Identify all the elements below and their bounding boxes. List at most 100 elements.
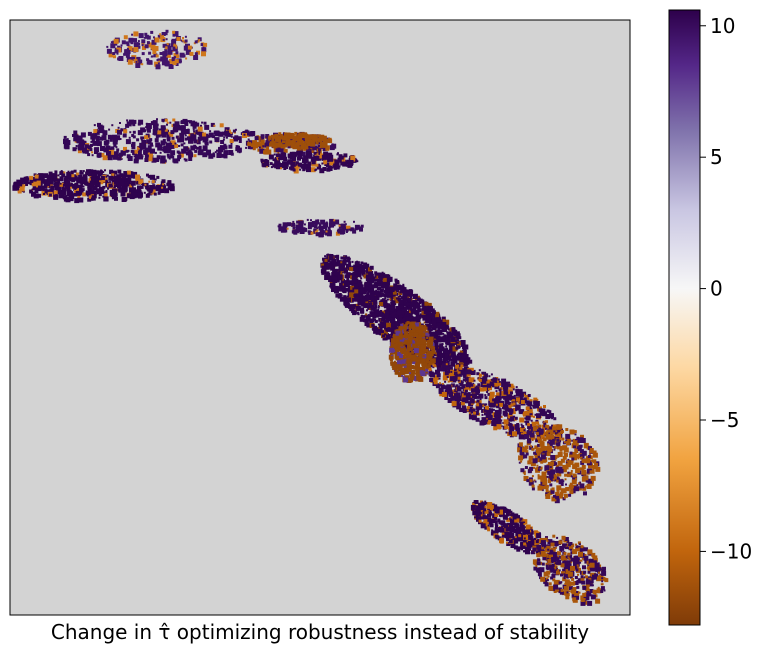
heatmap-cell [300,227,306,233]
heatmap-cell [523,429,526,432]
heatmap-cell [18,183,23,188]
heatmap-cell [156,175,160,179]
heatmap-cell [349,227,354,232]
heatmap-cell [190,133,195,138]
heatmap-cell [194,40,198,44]
heatmap-cell [441,383,444,385]
heatmap-cell [399,354,403,359]
heatmap-cell [442,335,445,338]
heatmap-cell [123,35,128,40]
heatmap-cell [437,356,443,362]
heatmap-cell [421,326,427,332]
heatmap-cell [138,59,143,64]
heatmap-cell [369,295,375,300]
heatmap-cell [350,155,356,161]
heatmap-cell [495,390,498,393]
heatmap-cell [278,155,281,158]
heatmap-cell [269,162,273,166]
heatmap-cell [170,43,175,48]
heatmap-cell [168,64,174,69]
heatmap-cell [160,189,165,193]
heatmap-cell [421,362,427,368]
heatmap-cell [415,330,420,335]
heatmap-cell [532,404,535,407]
heatmap-cell [397,297,402,302]
heatmap-cell [282,222,288,228]
heatmap-cell [125,41,129,45]
heatmap-cell [350,304,356,310]
heatmap-cell [146,58,150,62]
heatmap-cell [571,479,577,485]
heatmap-cell [360,224,364,228]
heatmap-cell [153,186,159,192]
heatmap-cell [96,131,100,135]
heatmap-cell [402,306,408,312]
heatmap-cell [513,394,516,397]
heatmap-cell [455,384,459,388]
heatmap-cell [492,408,495,411]
heatmap-cell [558,477,561,480]
heatmap-cell [564,478,567,481]
heatmap-cell [214,137,220,143]
heatmap-cell [403,330,406,332]
heatmap-cell [435,363,438,366]
heatmap-cell [366,270,369,273]
heatmap-cell [164,32,168,36]
heatmap-cell [268,154,274,160]
heatmap-cell [569,490,574,495]
heatmap-cell [463,392,467,396]
heatmap-cell [171,50,174,53]
heatmap-cell [185,151,189,155]
heatmap-cell [281,152,287,158]
heatmap-cell [536,425,541,430]
heatmap-cell [340,261,343,264]
heatmap-cell [592,459,597,464]
heatmap-cell [407,336,412,341]
heatmap-cell [364,289,368,293]
heatmap-cell [415,326,420,331]
heatmap-cell [345,160,349,164]
heatmap-cell [374,277,379,282]
heatmap-cell [250,131,256,136]
heatmap-cell [170,140,176,146]
heatmap-cell [179,52,185,58]
heatmap-cell [315,163,319,167]
heatmap-cell [308,149,311,152]
heatmap-cell [280,167,283,170]
heatmap-cell [592,480,594,483]
heatmap-cell [567,472,572,478]
heatmap-cell [412,329,415,333]
heatmap-cell [404,339,408,343]
heatmap-cell [97,122,101,127]
heatmap-cell [441,343,444,346]
heatmap-cell [58,191,63,196]
heatmap-cell [121,128,125,132]
heatmap-cell [295,135,298,138]
heatmap-cell [155,135,159,139]
heatmap-cell [273,158,277,162]
heatmap-cell [128,59,131,62]
heatmap-cell [441,392,447,397]
heatmap-cell [585,485,587,488]
heatmap-cell [178,152,184,158]
heatmap-cell [307,230,311,234]
heatmap-cell [339,267,344,272]
heatmap-cell [344,223,347,226]
heatmap-cell [465,399,468,401]
heatmap-cell [320,219,326,225]
heatmap-cell [144,44,149,49]
heatmap-cell [172,61,177,65]
heatmap-cell [595,466,601,472]
heatmap-cell [398,285,404,291]
heatmap-cell [404,324,408,327]
heatmap-cell [150,30,154,34]
heatmap-cell [553,494,556,498]
heatmap-cell [91,154,94,157]
heatmap-cell [292,151,298,157]
heatmap-cell [134,149,139,154]
heatmap-cell [490,373,493,376]
heatmap-cell [295,161,299,165]
heatmap-cell [201,47,207,53]
heatmap-cell [548,457,551,460]
heatmap-cell [353,294,357,297]
